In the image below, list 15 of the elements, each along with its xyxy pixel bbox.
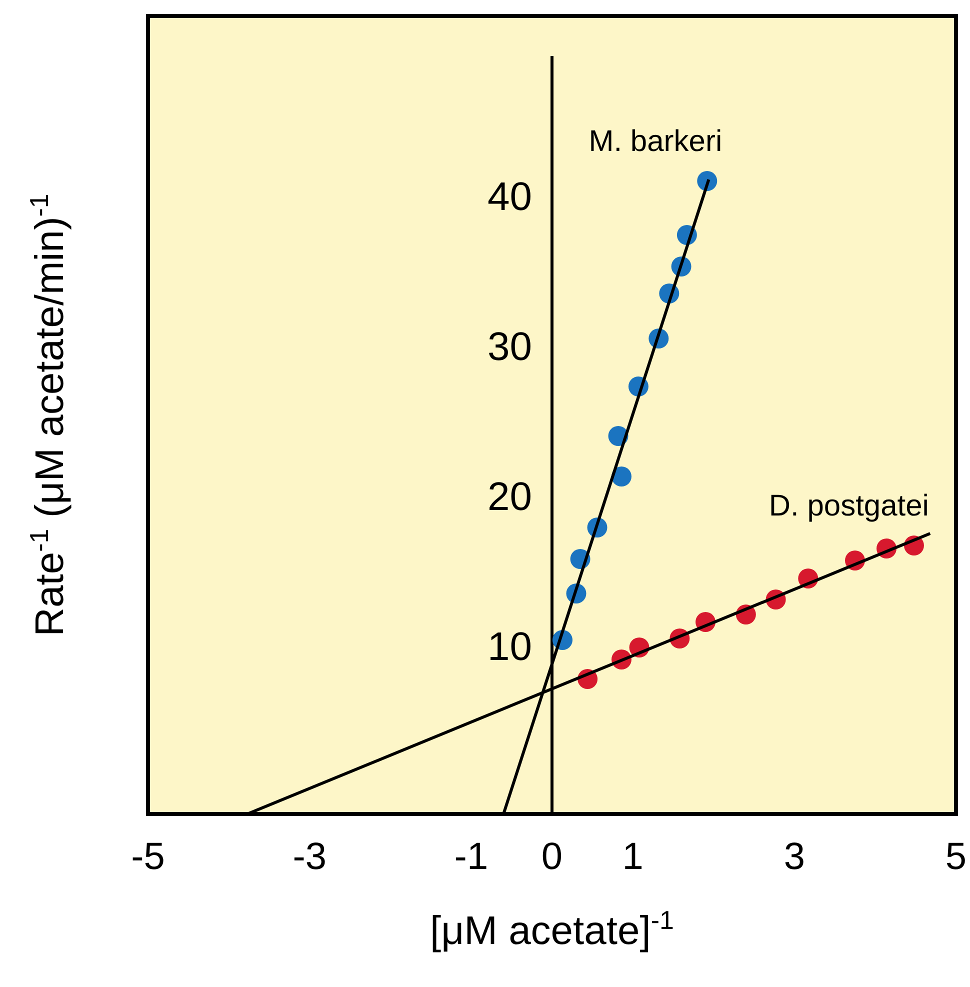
x-tick-label: 1 xyxy=(622,836,644,878)
series-label: M. barkeri xyxy=(588,125,722,158)
x-tick-label: -3 xyxy=(292,836,326,878)
point xyxy=(611,466,632,486)
y-tick-label: 40 xyxy=(488,175,532,219)
x-tick-label: 3 xyxy=(784,836,805,878)
x-tick-label: -5 xyxy=(131,836,165,878)
x-tick-label: 5 xyxy=(945,836,967,878)
series-label: D. postgatei xyxy=(768,490,929,522)
x-axis-title: [μM acetate]$^{-1}$ xyxy=(430,905,674,953)
y-tick-label: 20 xyxy=(488,475,532,519)
y-tick-label: 10 xyxy=(488,625,532,669)
x-tick-label: 0 xyxy=(541,836,563,878)
x-tick-label: -1 xyxy=(454,836,488,878)
y-tick-label: 30 xyxy=(488,325,532,369)
